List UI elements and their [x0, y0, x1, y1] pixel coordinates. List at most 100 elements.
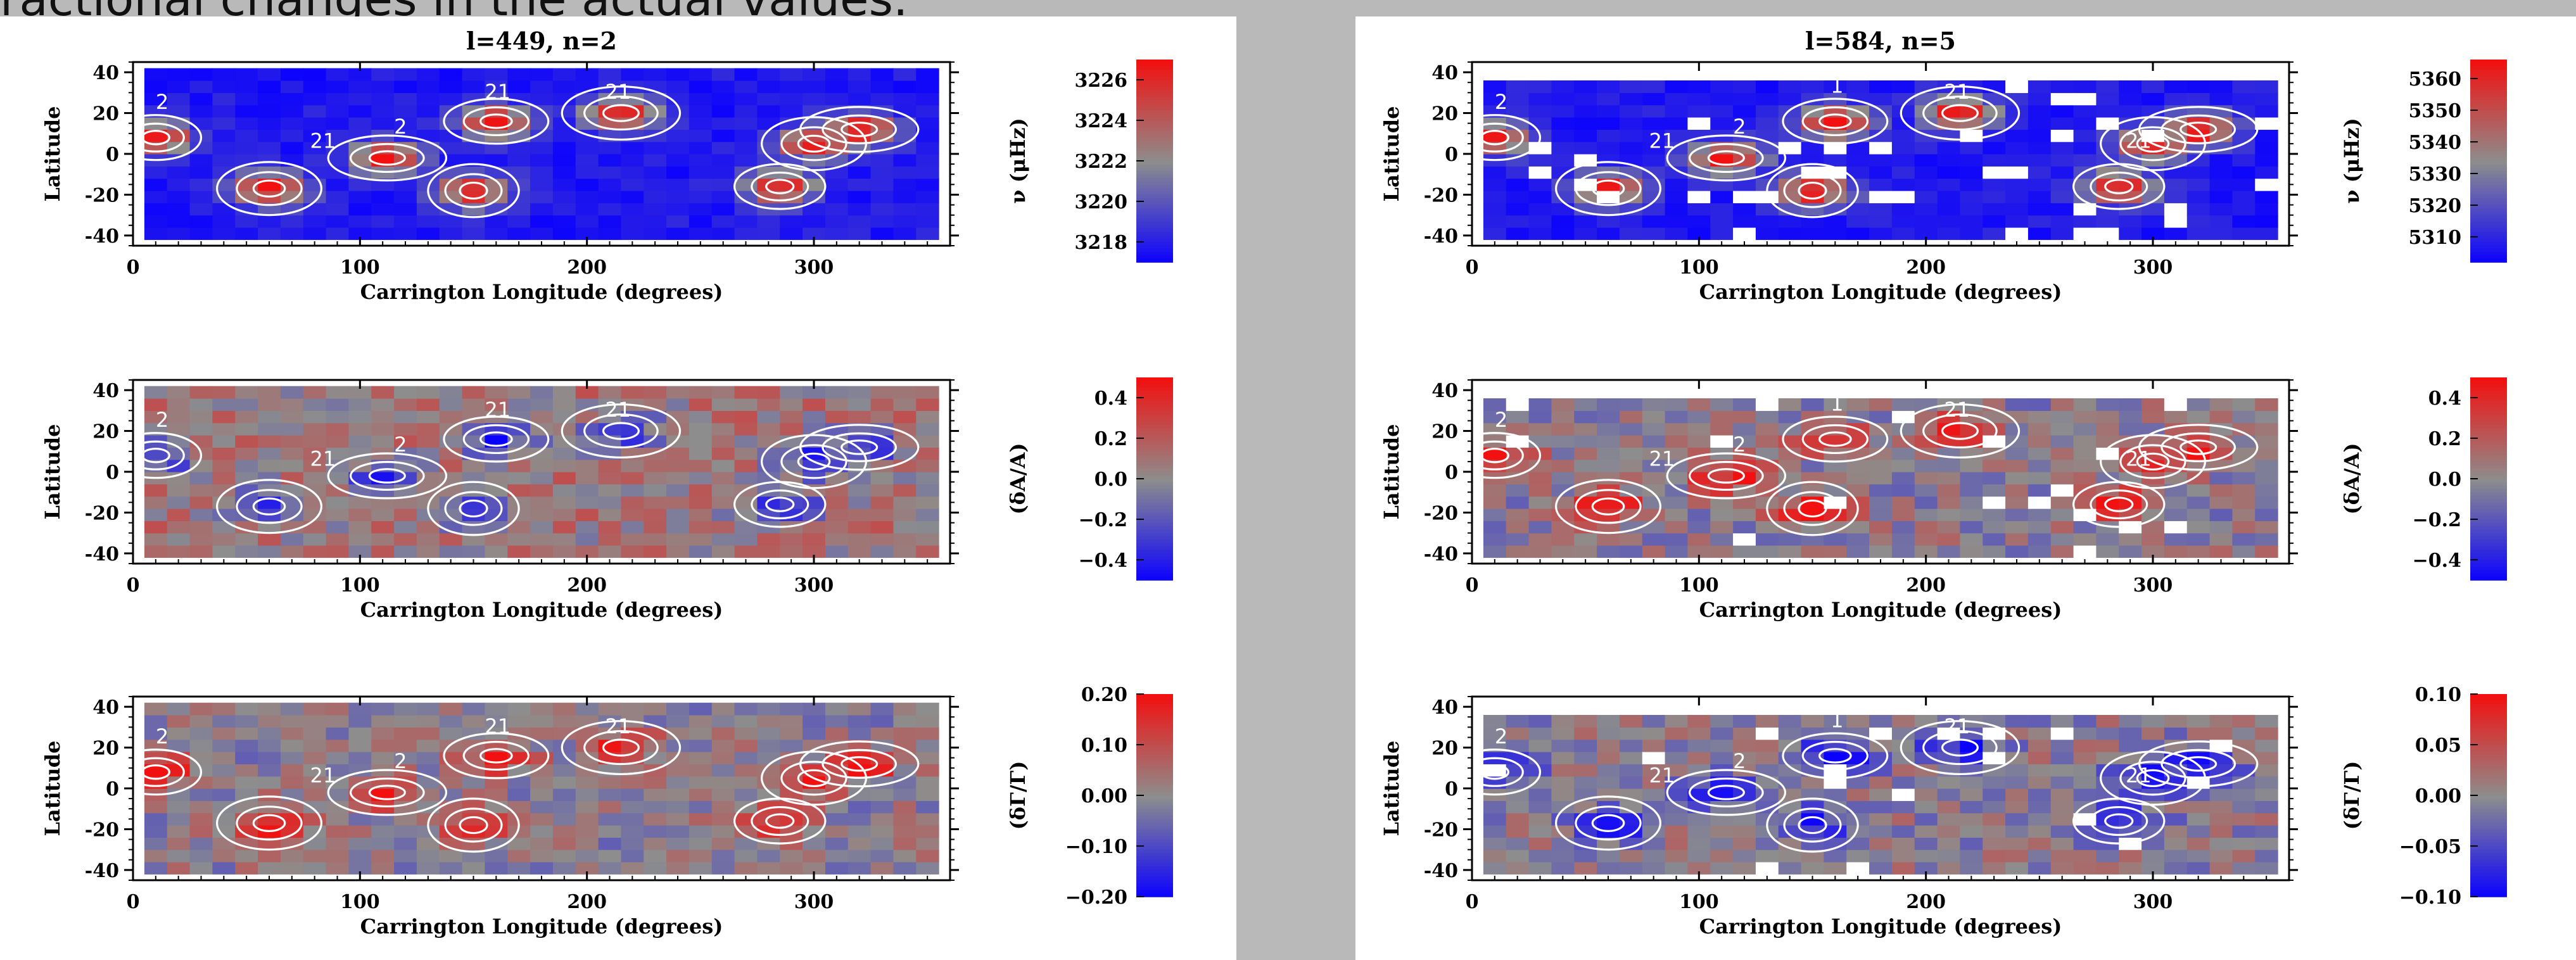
- heatmap-cell: [1801, 752, 1825, 764]
- heatmap-cell: [1869, 752, 1893, 764]
- contour-line: [1782, 98, 1889, 145]
- contour-line: [841, 756, 879, 772]
- heatmap-cell: [144, 545, 168, 558]
- heatmap-cell: [734, 68, 758, 81]
- heatmap-cell: [825, 203, 849, 216]
- colorbar-step: [2470, 512, 2507, 517]
- colorbar-step: [1136, 381, 1173, 385]
- heatmap-cell: [2255, 521, 2278, 534]
- colorbar-step: [2470, 717, 2507, 722]
- heatmap-cell: [1937, 154, 1961, 167]
- heatmap-cell: [2255, 459, 2278, 472]
- heatmap-cell: [235, 435, 258, 448]
- heatmap-cell: [2232, 447, 2256, 460]
- colorbar-tick-label: 5350: [2409, 100, 2462, 122]
- heatmap-cell: [212, 788, 236, 801]
- heatmap-cell: [2096, 117, 2119, 130]
- heatmap-cell: [439, 68, 463, 81]
- heatmap-cell: [189, 545, 213, 558]
- heatmap-cell: [688, 862, 713, 875]
- heatmap-cell: [303, 727, 327, 740]
- heatmap-cell: [326, 752, 350, 764]
- heatmap-cell: [348, 92, 372, 106]
- heatmap-cell: [1778, 739, 1802, 752]
- contour-label: 21: [2126, 763, 2152, 787]
- heatmap-cell: [507, 776, 531, 789]
- heatmap-cell: [462, 702, 486, 716]
- heatmap-cell: [2232, 178, 2256, 191]
- heatmap-cell: [598, 141, 622, 155]
- heatmap-cell: [1869, 92, 1893, 106]
- heatmap-cell: [1506, 472, 1530, 484]
- contour-line: [583, 413, 659, 449]
- heatmap-cell: [780, 178, 803, 191]
- heatmap-cell: [1869, 191, 1893, 203]
- heatmap-cell: [2255, 812, 2278, 826]
- heatmap-cell: [1733, 178, 1756, 191]
- heatmap-cell: [1619, 117, 1643, 130]
- heatmap-cell: [2050, 472, 2074, 484]
- contour-line: [443, 415, 550, 463]
- heatmap-cell: [870, 166, 894, 179]
- heatmap-cell: [1642, 812, 1666, 826]
- heatmap-cell: [2096, 739, 2119, 752]
- heatmap-cell: [1869, 825, 1893, 838]
- heatmap-cell: [348, 715, 372, 728]
- heatmap-cell: [916, 447, 939, 460]
- heatmap-cell: [326, 496, 350, 509]
- heatmap-cell: [2164, 227, 2188, 240]
- heatmap-cell: [621, 154, 644, 167]
- y-tick-label: 20: [92, 103, 119, 125]
- heatmap-cell: [2073, 837, 2097, 850]
- heatmap-cell: [2096, 459, 2119, 472]
- heatmap-cell: [2209, 800, 2233, 814]
- heatmap-cell: [2073, 117, 2097, 130]
- contour-line: [1900, 85, 2021, 141]
- contour-label: 21: [485, 714, 511, 738]
- heatmap-cell: [167, 191, 191, 203]
- heatmap-cell: [1687, 752, 1711, 764]
- heatmap-cell: [189, 715, 213, 728]
- contour-label: 2: [1495, 408, 1507, 432]
- heatmap-cell: [2027, 154, 2052, 167]
- colorbar-step: [1136, 852, 1173, 857]
- contour-line: [444, 491, 503, 526]
- heatmap-cell: [847, 227, 872, 240]
- colorbar-step: [2470, 546, 2507, 550]
- colorbar-step: [2470, 540, 2507, 544]
- heatmap-cell: [1983, 459, 2006, 472]
- heatmap-cell: [734, 191, 758, 203]
- heatmap-cell: [2232, 788, 2256, 801]
- heatmap-cell: [734, 104, 758, 118]
- contour-line: [561, 85, 682, 141]
- heatmap-cell: [1778, 533, 1802, 546]
- heatmap-cell: [1687, 812, 1711, 826]
- heatmap-cell: [1619, 80, 1643, 93]
- heatmap-cell: [2186, 227, 2211, 240]
- heatmap-cell: [1801, 117, 1825, 130]
- contour-line: [368, 150, 406, 166]
- heatmap-cell: [666, 215, 690, 228]
- colorbar-step: [2470, 171, 2507, 175]
- contour-label: 21: [605, 80, 631, 104]
- heatmap-cell: [552, 812, 576, 826]
- heatmap-cell: [371, 521, 395, 534]
- heatmap-cell: [1983, 496, 2006, 509]
- heatmap-cell: [621, 203, 644, 216]
- colorbar-step: [2470, 697, 2507, 702]
- heatmap-cell: [1528, 788, 1552, 801]
- heatmap-cell: [485, 472, 508, 484]
- contour-line: [252, 179, 286, 198]
- colorbar-step: [1136, 113, 1173, 118]
- heatmap-cell: [507, 862, 531, 875]
- heatmap-cell: [144, 533, 168, 546]
- heatmap-cell: [734, 715, 758, 728]
- heatmap-cell: [1733, 862, 1756, 875]
- y-tick-label: 0: [106, 778, 119, 800]
- heatmap-cell: [847, 545, 872, 558]
- heatmap-cell: [144, 825, 168, 838]
- heatmap-cell: [2027, 508, 2052, 521]
